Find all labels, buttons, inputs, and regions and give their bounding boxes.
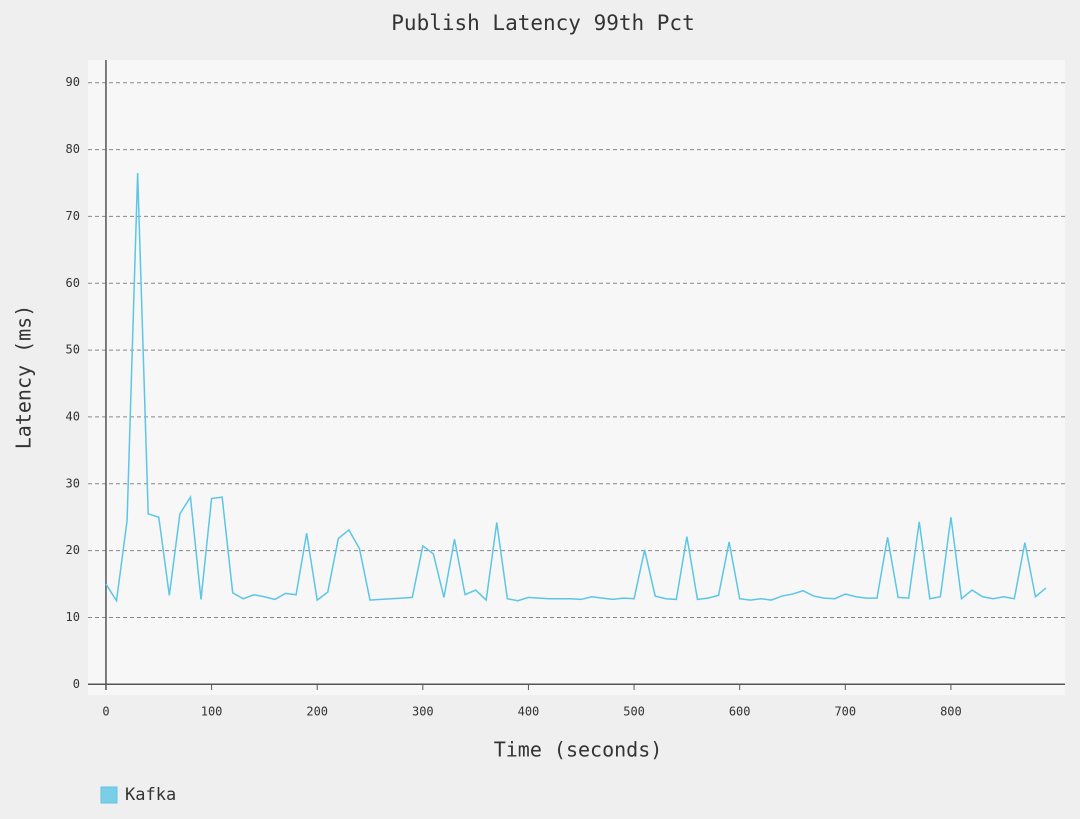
chart-title: Publish Latency 99th Pct [391,11,694,35]
y-tick-label: 10 [66,610,80,624]
plot-area [88,60,1065,695]
y-tick-label: 50 [66,343,80,357]
y-tick-label: 60 [66,276,80,290]
y-tick-label: 80 [66,142,80,156]
y-tick-label: 40 [66,409,80,423]
y-tick-label: 20 [66,543,80,557]
x-tick-label: 700 [834,705,856,719]
y-tick-label: 70 [66,209,80,223]
x-tick-label: 300 [412,705,434,719]
legend-swatch [100,786,118,804]
x-tick-label: 800 [940,705,962,719]
y-tick-label: 30 [66,476,80,490]
x-axis-label: Time (seconds) [494,738,663,762]
legend-label: Kafka [125,785,176,805]
y-tick-label: 0 [73,677,80,691]
y-axis-label: Latency (ms) [12,305,36,450]
x-tick-label: 600 [729,705,751,719]
x-tick-label: 200 [306,705,328,719]
data-line [105,172,1047,603]
x-tick-label: 500 [623,705,645,719]
y-tick-label: 90 [66,75,80,89]
x-tick-label: 0 [102,705,109,719]
x-tick-label: 400 [518,705,540,719]
x-tick-label: 100 [201,705,223,719]
